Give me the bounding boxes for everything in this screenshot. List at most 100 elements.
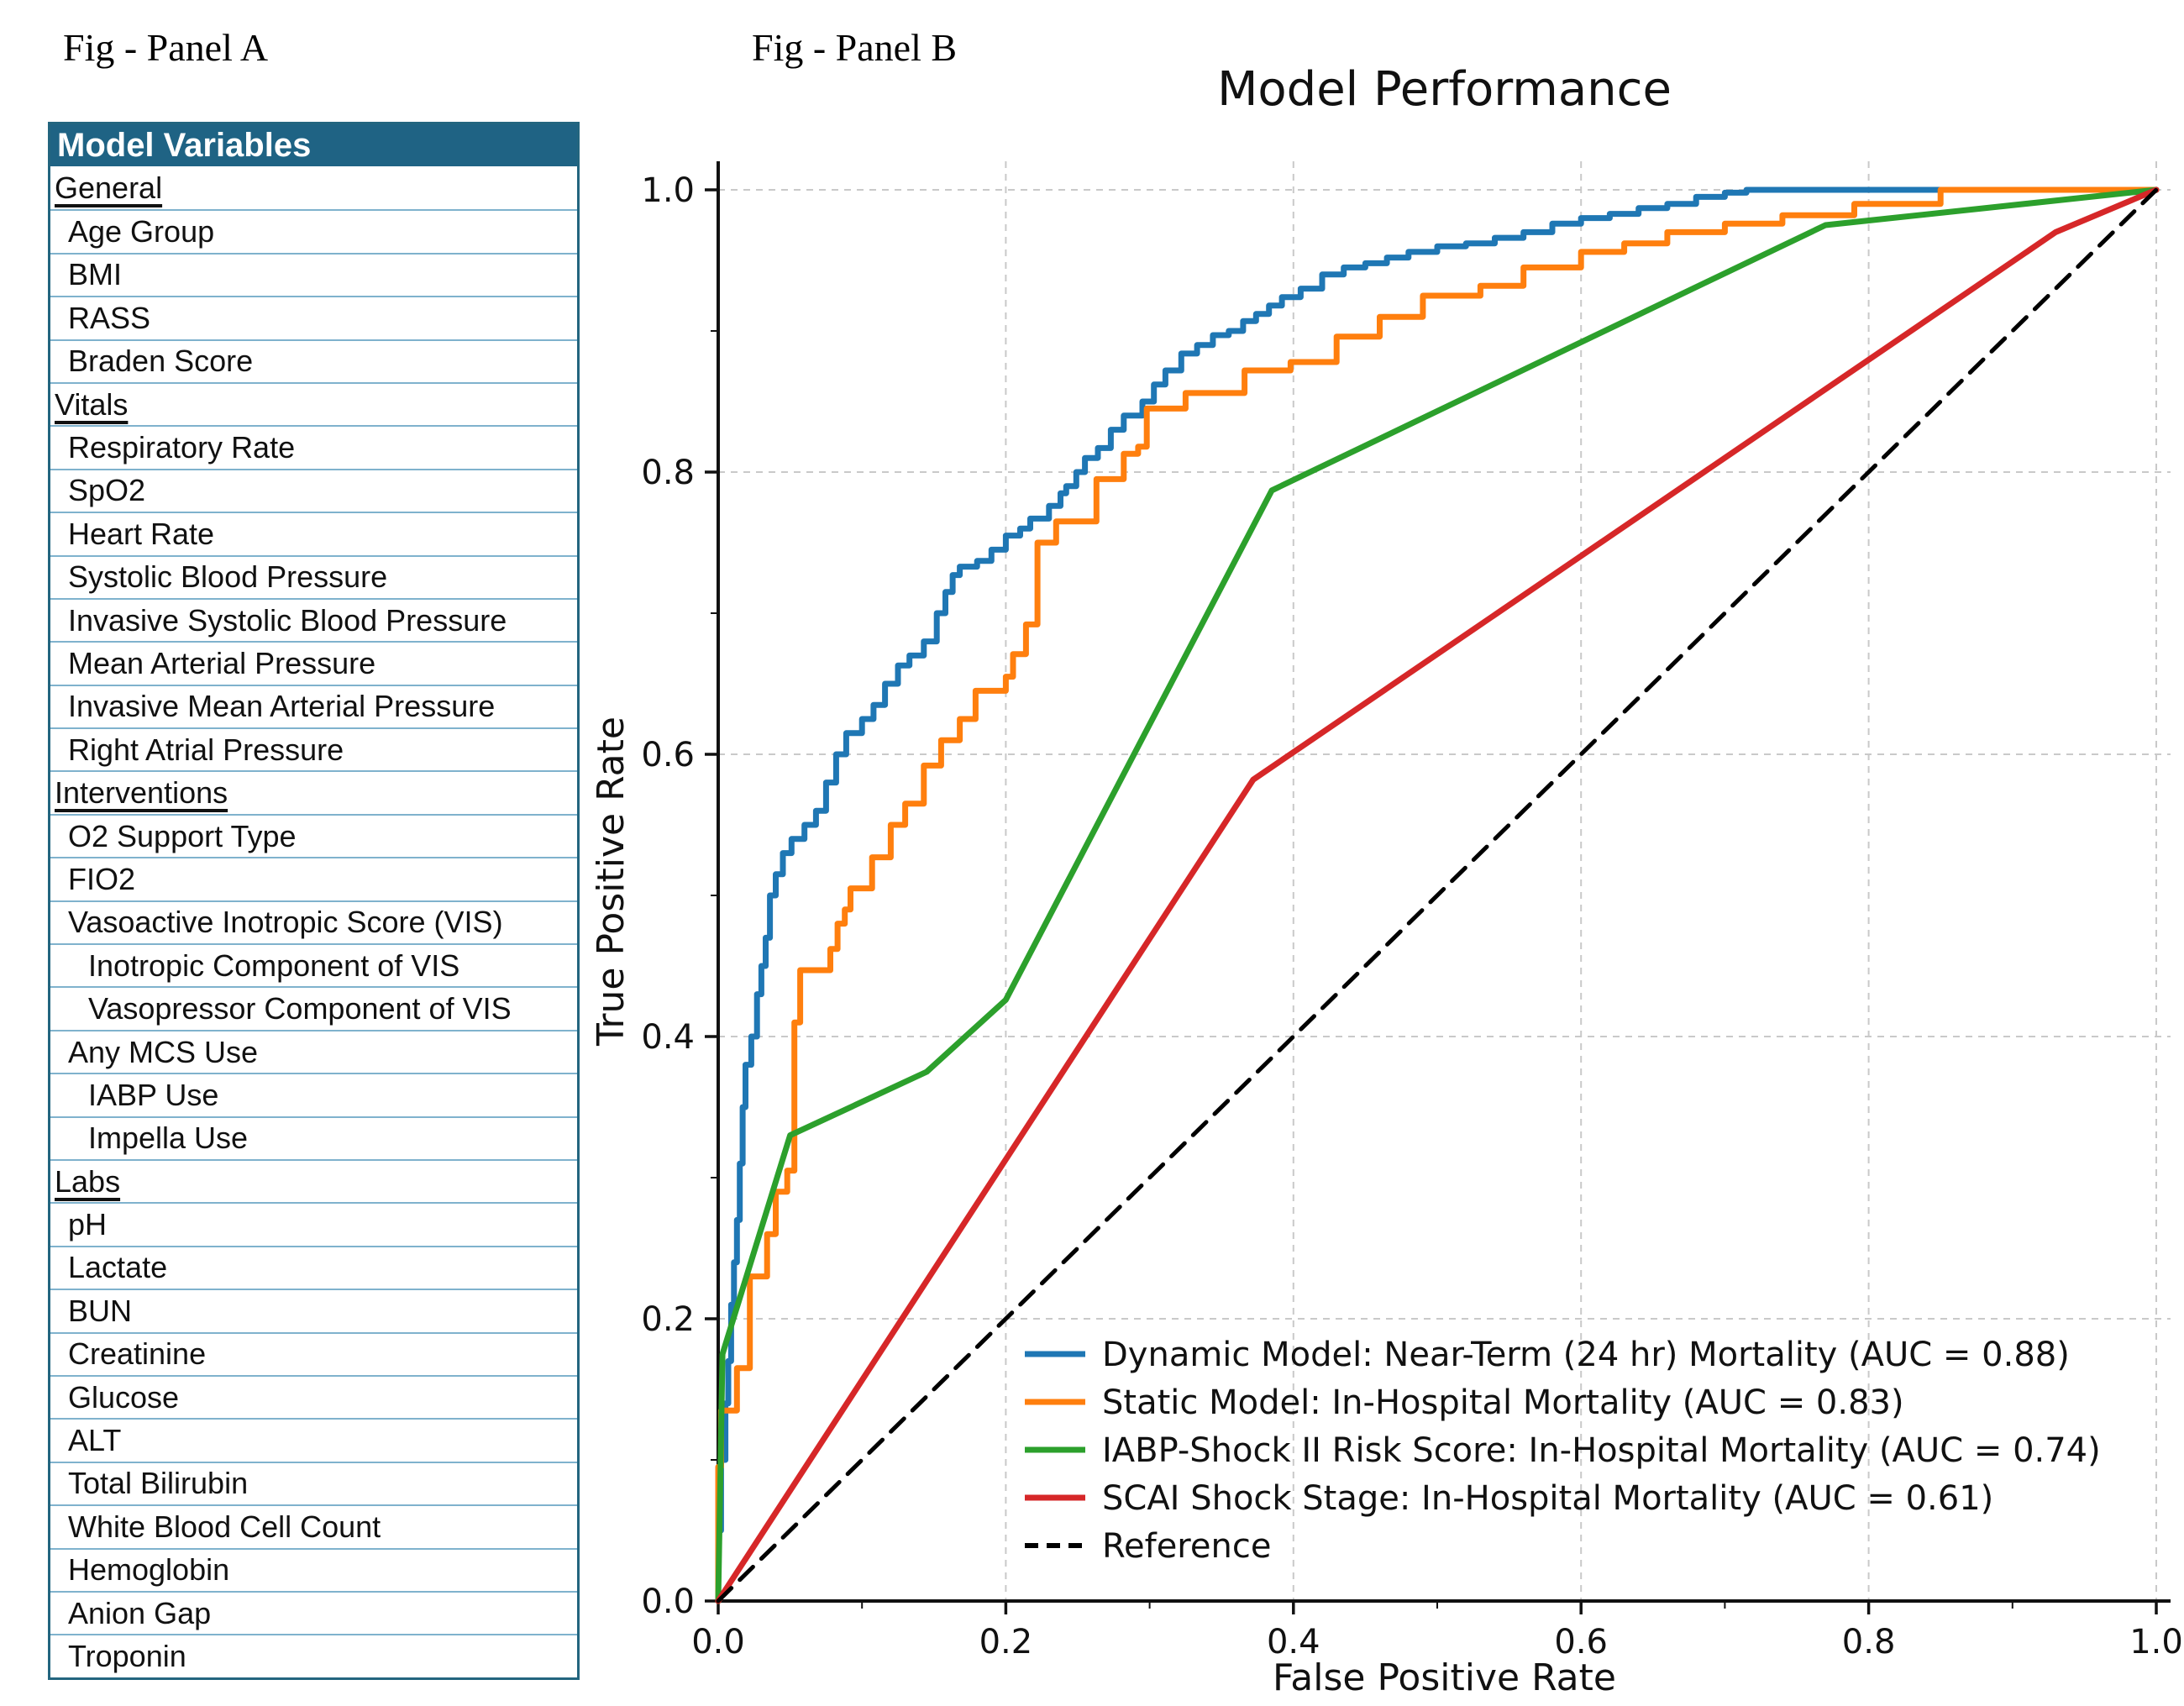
table-row-label: Right Atrial Pressure: [68, 732, 344, 767]
y-tick-label: 0.0: [641, 1583, 695, 1621]
legend-label-dynamic-model: Dynamic Model: Near-Term (24 hr) Mortali…: [1102, 1336, 2070, 1374]
table-row: White Blood Cell Count: [50, 1504, 577, 1547]
table-row-label: Labs: [55, 1163, 121, 1199]
table-row: Glucose: [50, 1374, 577, 1418]
table-section-row: Vitals: [50, 381, 577, 425]
table-row-label: Age Group: [68, 214, 215, 249]
table-row-label: SpO2: [68, 473, 146, 508]
table-row-label: Troponin: [68, 1638, 186, 1673]
table-row: Invasive Systolic Blood Pressure: [50, 597, 577, 641]
legend-label-static-model: Static Model: In-Hospital Mortality (AUC…: [1102, 1383, 1904, 1422]
table-row-label: BUN: [68, 1293, 133, 1328]
legend-label-iabp-shock-ii: IABP-Shock II Risk Score: In-Hospital Mo…: [1102, 1431, 2101, 1470]
table-row: Right Atrial Pressure: [50, 727, 577, 770]
table-row: Inotropic Component of VIS: [50, 943, 577, 986]
table-row-label: General: [55, 170, 163, 205]
legend-label-reference: Reference: [1102, 1527, 1271, 1566]
table-row-label: Hemoglobin: [68, 1552, 230, 1588]
table-row-label: Creatinine: [68, 1336, 207, 1372]
roc-curve-static-model: [715, 186, 2160, 1604]
table-row-label: Vasopressor Component of VIS: [88, 991, 512, 1026]
table-row: Any MCS Use: [50, 1029, 577, 1073]
roc-curve-reference: [716, 187, 2159, 1604]
table-row: Impella Use: [50, 1115, 577, 1159]
panel-b-label: Fig - Panel B: [752, 26, 958, 69]
table-row-label: White Blood Cell Count: [68, 1509, 381, 1544]
table-row-label: Inotropic Component of VIS: [88, 947, 460, 983]
table-row-label: RASS: [68, 300, 151, 335]
table-row-label: Anion Gap: [68, 1595, 212, 1630]
table-row-label: Glucose: [68, 1379, 180, 1415]
x-tick-label: 0.0: [691, 1623, 745, 1661]
table-row-label: Total Bilirubin: [68, 1466, 249, 1501]
table-row: Mean Arterial Pressure: [50, 641, 577, 684]
table-row-label: BMI: [68, 257, 123, 292]
table-row-label: Lactate: [68, 1250, 168, 1285]
roc-curve-scai-shock-stage: [715, 186, 2160, 1604]
table-row: Hemoglobin: [50, 1547, 577, 1591]
table-row-label: Vasoactive Inotropic Score (VIS): [68, 905, 503, 940]
table-row-label: Mean Arterial Pressure: [68, 645, 376, 680]
table-row: Vasoactive Inotropic Score (VIS): [50, 900, 577, 943]
roc-curve-dynamic-model: [715, 186, 2160, 1604]
table-row: BUN: [50, 1289, 577, 1331]
table-row: Age Group: [50, 209, 577, 252]
table-row: IABP Use: [50, 1073, 577, 1115]
y-tick-label: 0.2: [641, 1300, 695, 1339]
y-tick-label: 0.6: [641, 736, 695, 774]
table-row: Vasopressor Component of VIS: [50, 986, 577, 1029]
table-row-label: IABP Use: [88, 1077, 219, 1112]
table-row: Creatinine: [50, 1331, 577, 1375]
table-section-row: General: [50, 166, 577, 209]
table-row-label: Invasive Systolic Blood Pressure: [68, 602, 507, 638]
chart-title: Model Performance: [1217, 62, 1672, 117]
table-row: pH: [50, 1202, 577, 1245]
table-row-label: Braden Score: [68, 344, 254, 379]
table-row-label: Invasive Mean Arterial Pressure: [68, 689, 496, 724]
table-row-label: Any MCS Use: [68, 1034, 259, 1069]
table-row: Invasive Mean Arterial Pressure: [50, 684, 577, 727]
panel-a-label: Fig - Panel A: [63, 26, 269, 69]
table-row: Troponin: [50, 1634, 577, 1677]
x-tick-label: 0.6: [1554, 1623, 1608, 1661]
table-section-row: Interventions: [50, 770, 577, 813]
y-tick-label: 1.0: [641, 171, 695, 210]
table-row-label: Systolic Blood Pressure: [68, 559, 388, 595]
roc-curve-iabp-shock-ii: [715, 186, 2160, 1604]
table-row-label: Vitals: [55, 386, 129, 422]
table-row: Anion Gap: [50, 1590, 577, 1634]
table-row: Braden Score: [50, 339, 577, 382]
table-row: ALT: [50, 1418, 577, 1461]
table-row-label: Heart Rate: [68, 516, 215, 551]
x-tick-label: 0.4: [1267, 1623, 1320, 1661]
x-tick-label: 1.0: [2129, 1623, 2183, 1661]
table-header: Model Variables: [50, 124, 577, 166]
legend-label-scai-shock-stage: SCAI Shock Stage: In-Hospital Mortality …: [1102, 1479, 1993, 1518]
table-row: Heart Rate: [50, 512, 577, 554]
table-row: Lactate: [50, 1245, 577, 1289]
table-row-label: pH: [68, 1207, 108, 1242]
table-row: Systolic Blood Pressure: [50, 554, 577, 598]
table-row: RASS: [50, 296, 577, 339]
table-row: Total Bilirubin: [50, 1461, 577, 1504]
x-tick-label: 0.8: [1842, 1623, 1896, 1661]
table-row-label: Interventions: [55, 775, 228, 811]
table-row: BMI: [50, 252, 577, 296]
y-tick-label: 0.4: [641, 1018, 695, 1057]
y-tick-label: 0.8: [641, 454, 695, 492]
table-row: O2 Support Type: [50, 813, 577, 857]
x-tick-label: 0.2: [979, 1623, 1033, 1661]
y-axis-title: True Positive Rate: [590, 717, 633, 1047]
table-row-label: O2 Support Type: [68, 818, 297, 853]
table-row: FIO2: [50, 857, 577, 900]
table-row-label: ALT: [68, 1423, 122, 1458]
table-row: SpO2: [50, 468, 577, 512]
table-row-label: FIO2: [68, 861, 136, 896]
x-axis-title: False Positive Rate: [1273, 1656, 1616, 1699]
model-variables-table: Model Variables General Age Group BMI RASS B…: [48, 122, 580, 1680]
table-section-row: Labs: [50, 1158, 577, 1202]
table-row-label: Respiratory Rate: [68, 430, 296, 465]
table-row: Respiratory Rate: [50, 425, 577, 468]
table-row-label: Impella Use: [88, 1121, 249, 1156]
